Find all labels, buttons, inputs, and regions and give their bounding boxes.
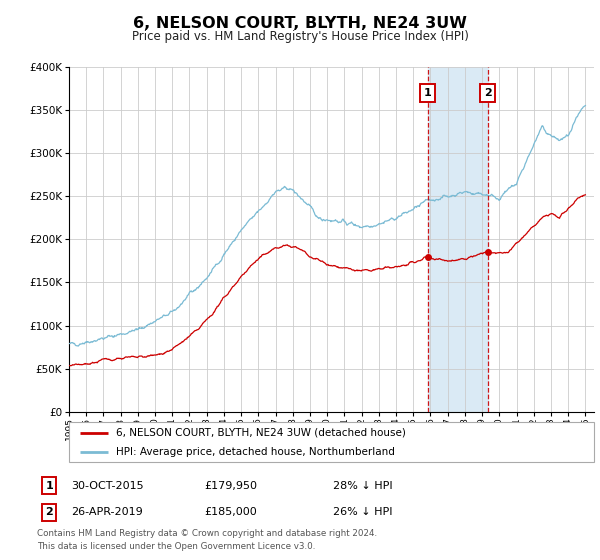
Text: 26-APR-2019: 26-APR-2019 — [71, 507, 143, 517]
FancyBboxPatch shape — [69, 422, 594, 462]
Text: Price paid vs. HM Land Registry's House Price Index (HPI): Price paid vs. HM Land Registry's House … — [131, 30, 469, 43]
Text: 1: 1 — [424, 88, 431, 98]
Text: 26% ↓ HPI: 26% ↓ HPI — [333, 507, 392, 517]
Text: This data is licensed under the Open Government Licence v3.0.: This data is licensed under the Open Gov… — [37, 542, 316, 551]
Bar — [428, 67, 488, 412]
Text: 28% ↓ HPI: 28% ↓ HPI — [333, 480, 392, 491]
Text: Contains HM Land Registry data © Crown copyright and database right 2024.: Contains HM Land Registry data © Crown c… — [37, 529, 377, 538]
Text: £185,000: £185,000 — [204, 507, 257, 517]
Text: 30-OCT-2015: 30-OCT-2015 — [71, 480, 143, 491]
Text: 1: 1 — [46, 480, 53, 491]
Text: 2: 2 — [46, 507, 53, 517]
Text: 6, NELSON COURT, BLYTH, NE24 3UW (detached house): 6, NELSON COURT, BLYTH, NE24 3UW (detach… — [116, 428, 406, 438]
Text: HPI: Average price, detached house, Northumberland: HPI: Average price, detached house, Nort… — [116, 447, 395, 457]
Text: 2: 2 — [484, 88, 491, 98]
Text: £179,950: £179,950 — [204, 480, 257, 491]
Text: 6, NELSON COURT, BLYTH, NE24 3UW: 6, NELSON COURT, BLYTH, NE24 3UW — [133, 16, 467, 31]
